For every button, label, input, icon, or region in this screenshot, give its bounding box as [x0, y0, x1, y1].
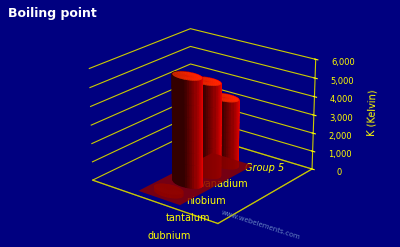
Text: www.webelements.com: www.webelements.com: [220, 209, 300, 241]
Text: Boiling point: Boiling point: [8, 7, 97, 21]
